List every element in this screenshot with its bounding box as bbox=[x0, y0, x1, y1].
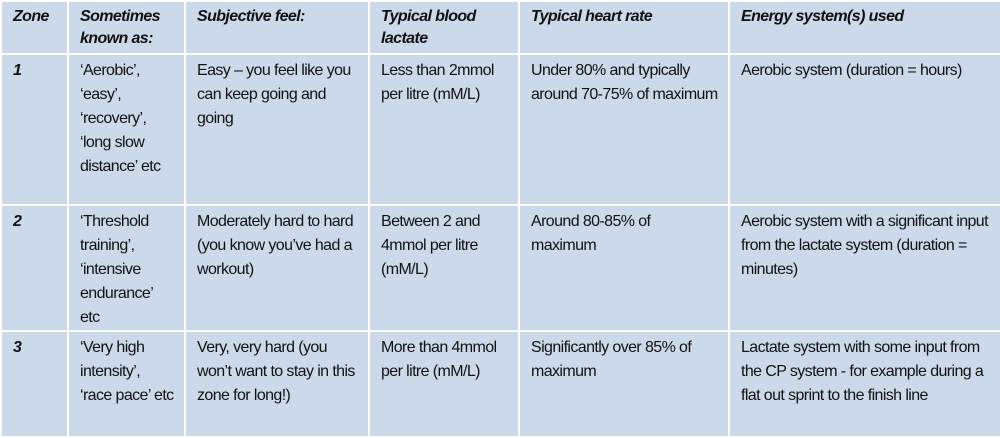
table-cell: Significantly over 85% of maximum bbox=[518, 330, 730, 438]
table-cell: ‘Very high intensity’, ‘race pace’ etc bbox=[67, 330, 186, 438]
header-row: Zone Sometimes known as: Subjective feel: T… bbox=[0, 0, 1000, 55]
table-cell: Around 80-85% of maximum bbox=[518, 204, 730, 332]
table-row: 2 ‘Threshold training’, ‘intensive endura… bbox=[0, 204, 1000, 332]
header-cell: Typical heart rate bbox=[518, 0, 730, 55]
table-cell: ‘Aerobic’, ‘easy’, ‘recovery’, ‘long slo… bbox=[67, 53, 186, 206]
table-cell: Under 80% and typically around 70-75% of… bbox=[518, 53, 730, 206]
header-cell: Typical blood lactate bbox=[368, 0, 520, 55]
table-cell: Easy – you feel like you can keep going … bbox=[184, 53, 370, 206]
table-body: 1 ‘Aerobic’, ‘easy’, ‘recovery’, ‘long sl… bbox=[0, 53, 1000, 438]
header-cell: Subjective feel: bbox=[184, 0, 370, 55]
table-cell: Less than 2mmol per litre (mM/L) bbox=[368, 53, 520, 206]
table-cell: Moderately hard to hard (you know you’ve… bbox=[184, 204, 370, 332]
table-cell: Aerobic system (duration = hours) bbox=[728, 53, 1000, 206]
header-cell: Energy system(s) used bbox=[728, 0, 1000, 55]
header-cell: Zone bbox=[0, 0, 69, 55]
zone-cell: 3 bbox=[0, 330, 69, 438]
header-cell: Sometimes known as: bbox=[67, 0, 186, 55]
table-cell: Between 2 and 4mmol per litre (mM/L) bbox=[368, 204, 520, 332]
table-row: 1 ‘Aerobic’, ‘easy’, ‘recovery’, ‘long sl… bbox=[0, 53, 1000, 206]
zone-cell: 1 bbox=[0, 53, 69, 206]
zone-cell: 2 bbox=[0, 204, 69, 332]
table-cell: More than 4mmol per litre (mM/L) bbox=[368, 330, 520, 438]
table-row: 3 ‘Very high intensity’, ‘race pace’ etc V… bbox=[0, 330, 1000, 438]
table-cell: Aerobic system with a significant input … bbox=[728, 204, 1000, 332]
table-cell: Very, very hard (you won’t want to stay … bbox=[184, 330, 370, 438]
table-cell: Lactate system with some input from the … bbox=[728, 330, 1000, 438]
table-cell: ‘Threshold training’, ‘intensive enduran… bbox=[67, 204, 186, 332]
